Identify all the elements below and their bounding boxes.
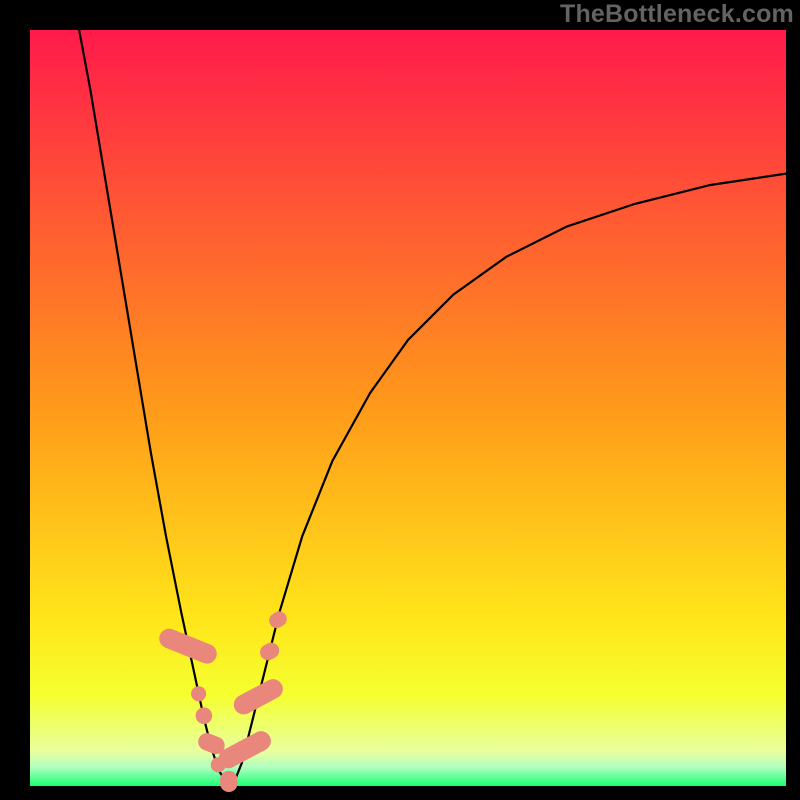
marker-0 — [156, 626, 219, 667]
curve-group — [79, 30, 786, 782]
marker-5 — [220, 771, 237, 792]
marker-7 — [230, 676, 286, 718]
marker-6 — [215, 728, 274, 772]
marker-9 — [266, 608, 289, 630]
marker-group — [156, 608, 289, 792]
chart-overlay — [0, 0, 800, 800]
watermark-text: TheBottleneck.com — [560, 0, 794, 29]
bottleneck-curve — [79, 30, 786, 782]
marker-2 — [196, 707, 213, 724]
marker-8 — [257, 640, 282, 663]
marker-1 — [191, 686, 206, 701]
chart-frame: TheBottleneck.com — [0, 0, 800, 800]
